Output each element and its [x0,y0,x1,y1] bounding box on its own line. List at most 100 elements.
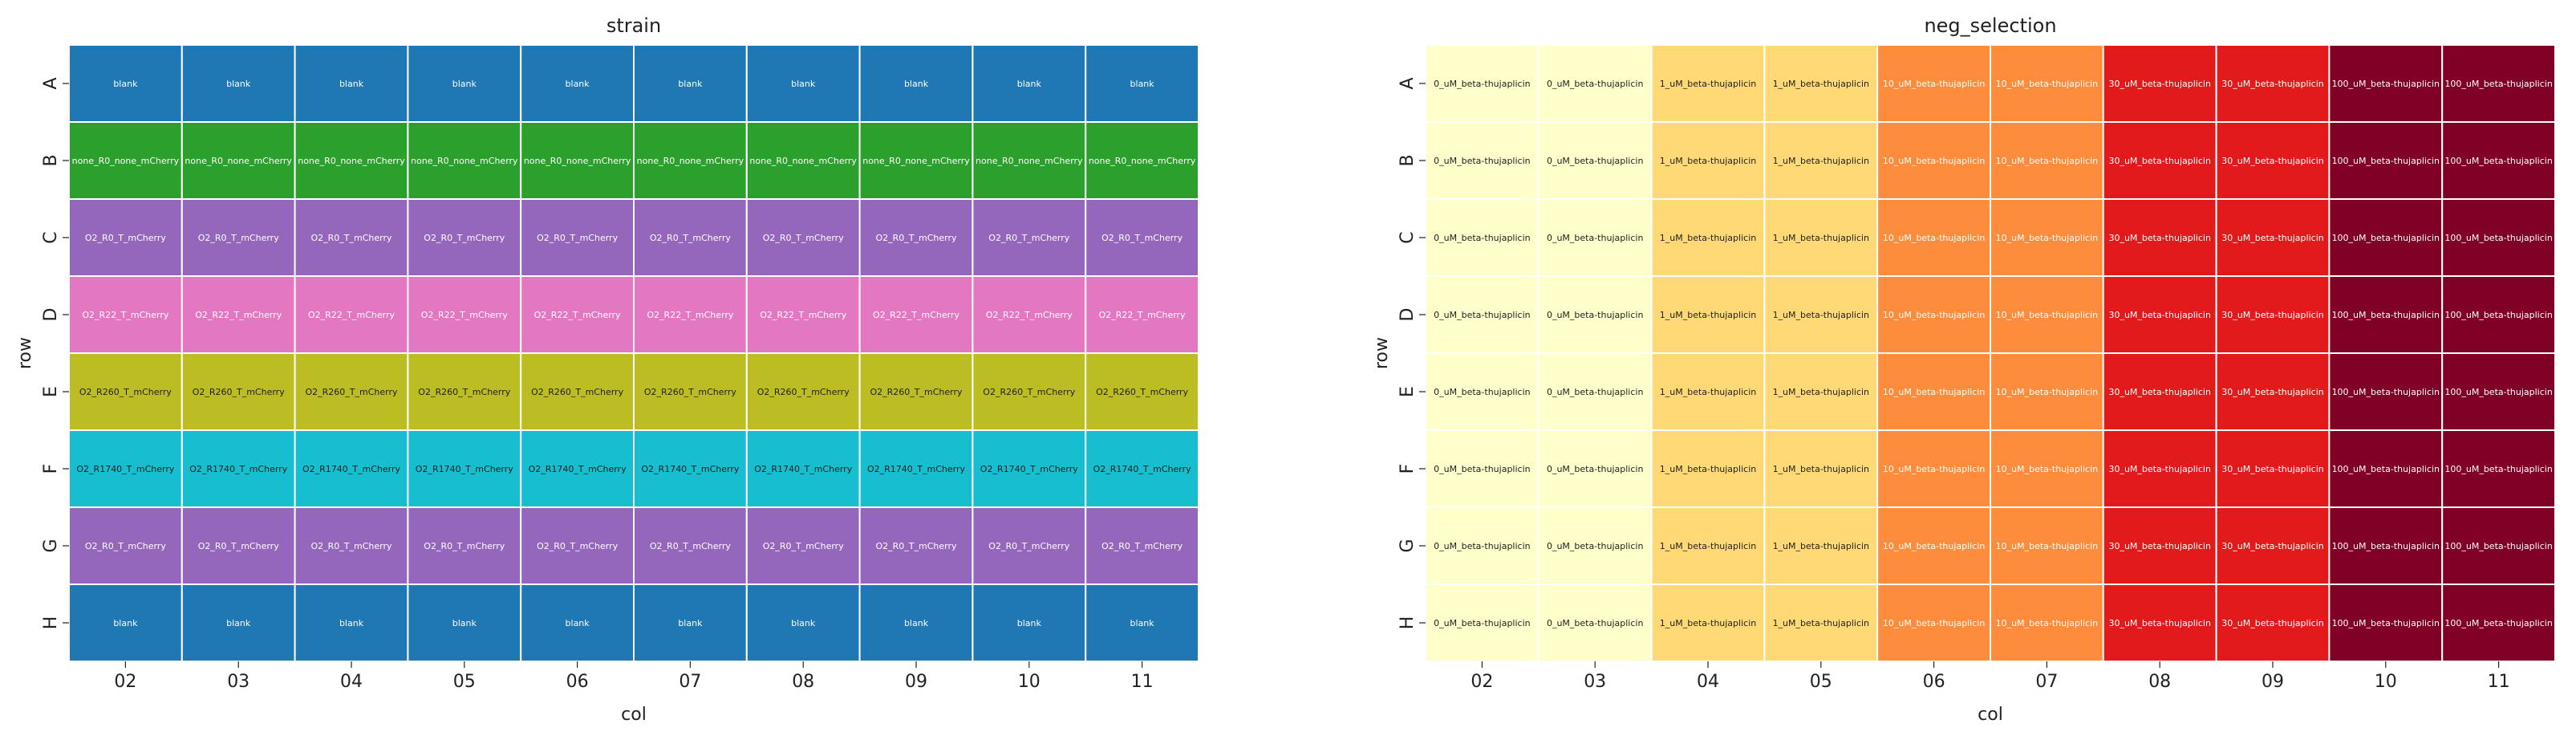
heatmap-cell [2441,584,2556,662]
cell-label: 1_uM_beta-thujaplicin [1660,541,1756,551]
heatmap-cell [2328,198,2444,277]
cell-label: O2_R0_T_mCherry [310,541,392,551]
cell-label: O2_R1740_T_mCherry [529,464,627,474]
heatmap-cell [1650,44,1766,123]
cell-label: 0_uM_beta-thujaplicin [1434,541,1530,551]
x-tick-label: 07 [679,672,701,692]
heatmap-cell [1876,44,1991,123]
x-tick-label: 10 [1018,672,1041,692]
heatmap-cell [1990,275,2104,354]
heatmap-cell [2215,352,2331,431]
heatmap-cell [1085,198,1199,277]
cell-label: O2_R260_T_mCherry [757,387,850,397]
heatmap-cell [2102,121,2217,200]
heatmap-cell [2215,506,2331,585]
cell-label: O2_R260_T_mCherry [644,387,737,397]
cell-label: blank [452,79,477,89]
heatmap-cell [407,121,522,200]
heatmap-cell [1537,275,1653,354]
y-axis-label: row [1372,337,1392,369]
heatmap-cell [1876,275,1991,354]
cell-label: none_R0_none_mCherry [749,156,857,166]
cell-label: 100_uM_beta-thujaplicin [2332,618,2440,628]
cell-label: 10_uM_beta-thujaplicin [1996,618,2098,628]
heatmap-cell [1537,429,1653,508]
cell-label: O2_R22_T_mCherry [308,310,396,320]
cell-label: O2_R260_T_mCherry [983,387,1076,397]
heatmap-cell [2328,352,2444,431]
cell-label: blank [791,79,816,89]
cell-label: O2_R22_T_mCherry [534,310,622,320]
cell-label: O2_R1740_T_mCherry [189,464,288,474]
x-tick-label: 11 [1131,672,1154,692]
y-tick-label: D [41,308,61,322]
cell-label: 0_uM_beta-thujaplicin [1434,156,1530,166]
heatmap-cell [1085,275,1199,354]
heatmap-cell [745,506,861,585]
cell-label: O2_R22_T_mCherry [760,310,847,320]
cell-label: O2_R1740_T_mCherry [867,464,966,474]
x-tick-label: 11 [2488,672,2510,692]
heatmap-cell [1990,429,2104,508]
heatmap-cell [1876,506,1991,585]
cell-label: blank [1017,618,1042,628]
heatmap-cell [2102,506,2217,585]
heatmap-cell [1085,121,1199,200]
cell-label: O2_R22_T_mCherry [82,310,169,320]
cell-label: 10_uM_beta-thujaplicin [1996,79,2098,89]
cell-label: blank [113,618,138,628]
cell-label: O2_R0_T_mCherry [650,233,732,243]
cell-label: 1_uM_beta-thujaplicin [1660,387,1756,397]
cell-label: 1_uM_beta-thujaplicin [1660,79,1756,89]
heatmap-cell [1085,44,1199,123]
heatmap-cell [1085,506,1199,585]
cell-label: blank [339,79,364,89]
cell-label: O2_R0_T_mCherry [424,541,505,551]
cell-label: O2_R0_T_mCherry [537,541,619,551]
heatmap-cell [2441,44,2556,123]
cell-label: 1_uM_beta-thujaplicin [1660,310,1756,320]
cell-label: 10_uM_beta-thujaplicin [1883,618,1985,628]
cell-label: 30_uM_beta-thujaplicin [2108,618,2210,628]
cell-label: 100_uM_beta-thujaplicin [2332,310,2440,320]
cell-label: O2_R1740_T_mCherry [1093,464,1192,474]
cell-label: blank [113,79,138,89]
heatmap-cell [2328,275,2444,354]
cell-label: 30_uM_beta-thujaplicin [2221,464,2323,474]
y-tick-label: E [41,386,61,397]
heatmap-cell [633,506,748,585]
cell-label: 1_uM_beta-thujaplicin [1773,387,1869,397]
cell-label: O2_R260_T_mCherry [870,387,963,397]
x-tick-label: 09 [2262,672,2284,692]
y-tick-label: H [41,616,61,630]
cell-label: none_R0_none_mCherry [411,156,518,166]
cell-label: 10_uM_beta-thujaplicin [1996,310,2098,320]
heatmap-cell [1425,44,1540,123]
cell-label: 30_uM_beta-thujaplicin [2108,79,2210,89]
x-tick-label: 06 [1923,672,1945,692]
cell-label: 30_uM_beta-thujaplicin [2108,310,2210,320]
cell-label: O2_R0_T_mCherry [988,233,1070,243]
heatmap-cell [294,352,409,431]
cell-label: 1_uM_beta-thujaplicin [1773,618,1869,628]
heatmap-cell [68,44,183,123]
heatmap-cell [1537,121,1653,200]
heatmap-cell [633,429,748,508]
cell-label: 100_uM_beta-thujaplicin [2332,156,2440,166]
x-tick-label: 06 [566,672,589,692]
x-tick-label: 09 [905,672,927,692]
cell-label: blank [1017,79,1042,89]
heatmap-cell [1763,275,1879,354]
cell-label: 10_uM_beta-thujaplicin [1883,387,1985,397]
cell-label: 10_uM_beta-thujaplicin [1996,387,2098,397]
cell-label: 0_uM_beta-thujaplicin [1434,310,1530,320]
cell-label: O2_R22_T_mCherry [647,310,734,320]
heatmap-cell [745,352,861,431]
cell-label: 100_uM_beta-thujaplicin [2332,79,2440,89]
heatmap-cell [1990,198,2104,277]
chart-title: neg_selection [1924,14,2056,37]
heatmap-cell [2215,198,2331,277]
heatmap-cell [520,198,635,277]
cell-label: blank [566,618,590,628]
heatmap-cell [1990,44,2104,123]
